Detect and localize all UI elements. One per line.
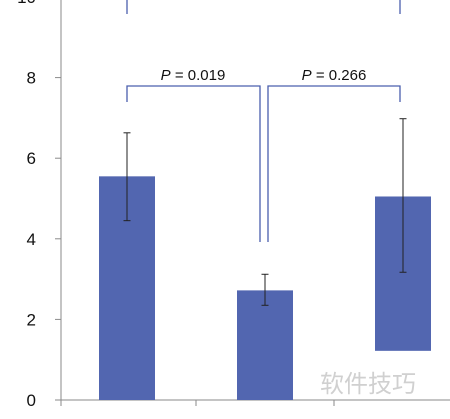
bracket-2-3 <box>267 85 401 242</box>
p-value-labels: P = 0.019 P = 0.266 <box>161 67 367 84</box>
error-bars-group <box>123 118 407 306</box>
significance-brackets <box>126 0 401 242</box>
y-tick-label-10: 10 <box>17 0 36 7</box>
p-symbol: P <box>161 67 171 84</box>
p-symbol: P <box>302 67 312 84</box>
y-tick-label-8: 8 <box>27 69 36 88</box>
y-tick-label-4: 4 <box>27 230 36 249</box>
y-tick-label-0: 0 <box>27 391 36 410</box>
y-tick-label-2: 2 <box>27 310 36 329</box>
bracket-1-2 <box>126 85 261 242</box>
p-value-text: = 0.266 <box>312 67 367 84</box>
p-value-text: = 0.019 <box>171 67 226 84</box>
bar-2 <box>237 290 293 400</box>
y-tick-labels: 0 2 4 6 8 10 <box>17 0 61 410</box>
p-value-label-1: P = 0.019 <box>161 67 226 84</box>
p-value-label-2: P = 0.266 <box>302 67 367 84</box>
watermark-text: 软件技巧 <box>320 370 416 398</box>
y-tick-label-6: 6 <box>27 149 36 168</box>
